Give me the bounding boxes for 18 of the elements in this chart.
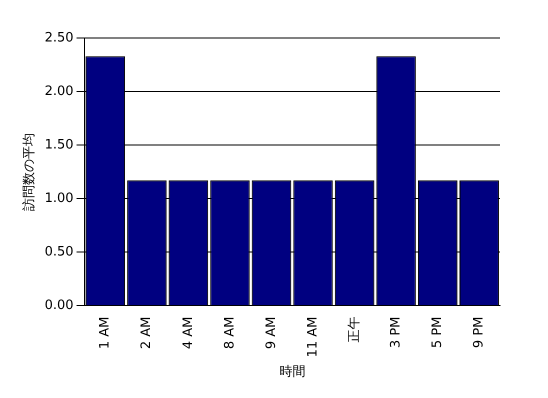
x-tick-label: 5 PM xyxy=(430,316,446,348)
x-tick-label: 8 AM xyxy=(222,316,238,350)
x-tick-label: 3 PM xyxy=(388,316,404,348)
x-tick-label: 9 PM xyxy=(472,316,487,348)
y-tick-label: 0.50 xyxy=(44,244,74,260)
y-axis-title: 訪問数の平均 xyxy=(22,132,38,211)
y-tick-label: 1.50 xyxy=(44,137,74,152)
x-tick-label: 4 AM xyxy=(180,316,196,350)
x-tick-label: 9 AM xyxy=(264,316,279,350)
x-tick-label: 2 AM xyxy=(139,316,154,350)
y-tick-label: 2.50 xyxy=(44,30,74,46)
x-axis-title: 時間 xyxy=(279,364,306,380)
x-tick-label: 11 AM xyxy=(305,316,320,358)
y-tick-label: 2.00 xyxy=(44,84,74,99)
x-tick-label: 正午 xyxy=(346,316,362,343)
y-tick-label: 1.00 xyxy=(44,190,74,206)
y-tick-label: 0.00 xyxy=(44,298,74,313)
x-tick-label: 1 AM xyxy=(98,316,113,350)
